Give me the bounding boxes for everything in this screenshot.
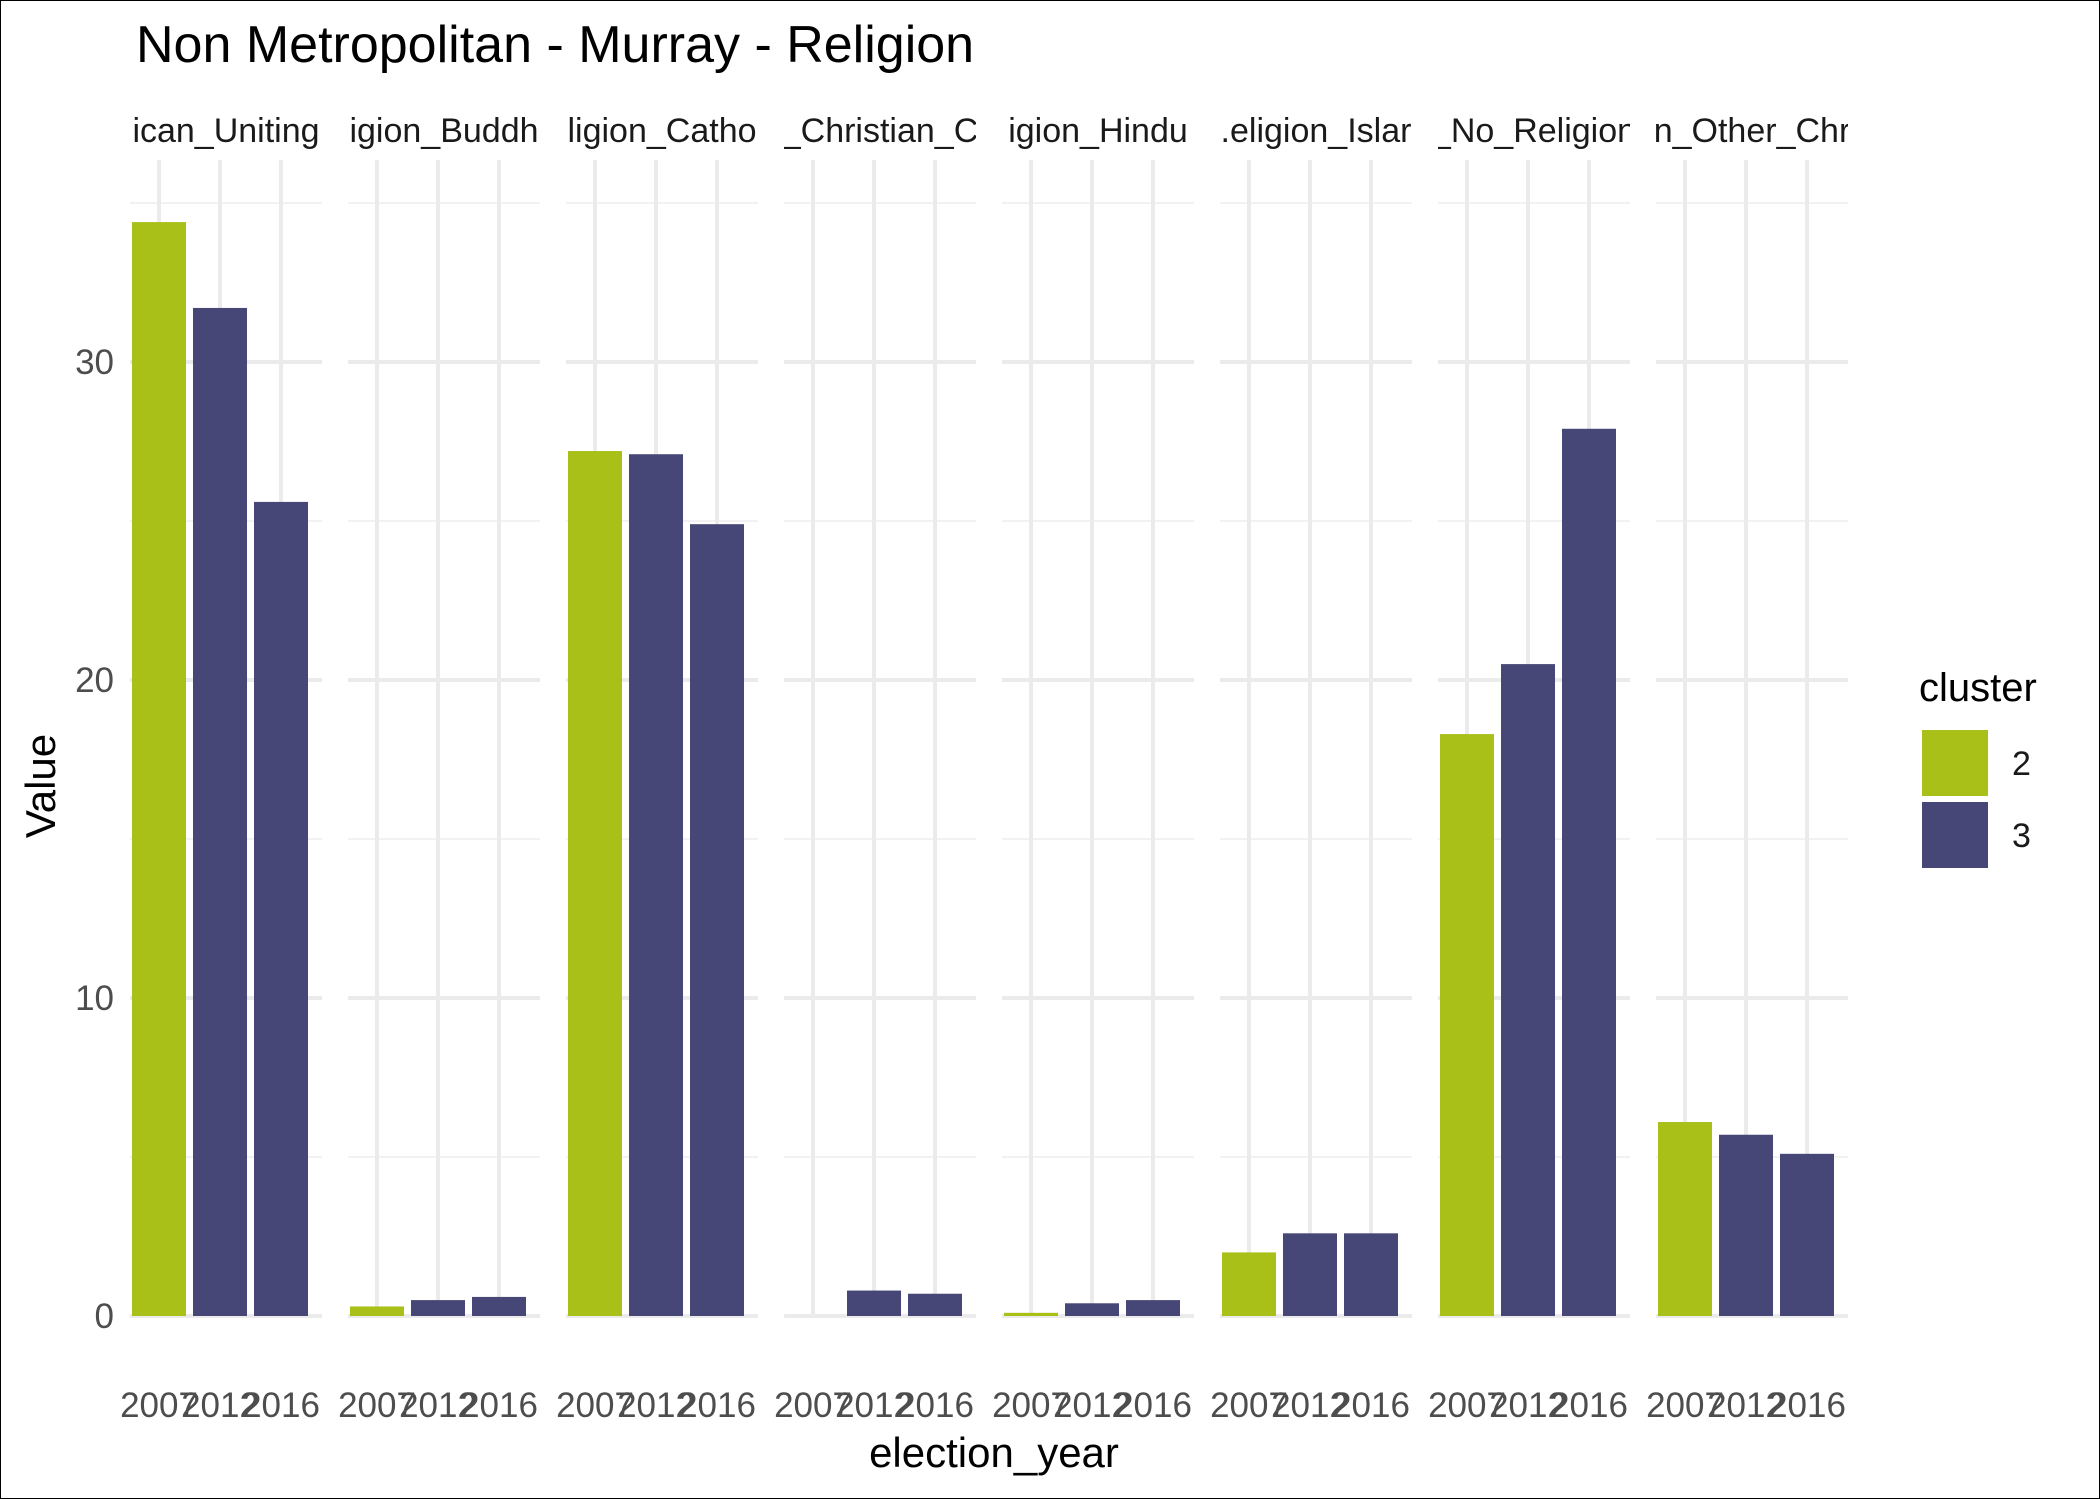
- y-tick-label: 20: [75, 661, 114, 700]
- x-tick-label: 2016: [1114, 1386, 1192, 1425]
- facet-strip-label: n_Other_Chr: [1654, 112, 1851, 150]
- y-axis: 0 10 20 30: [75, 343, 114, 1336]
- legend-label: 2: [2012, 745, 2031, 783]
- x-axis-title: election_year: [869, 1429, 1119, 1476]
- x-tick-label: 2007: [774, 1386, 852, 1425]
- x-tick-label: 2016: [1332, 1386, 1410, 1425]
- facet-strip-label: igion_Hindu: [1008, 112, 1188, 150]
- y-axis-title: Value: [17, 734, 64, 838]
- x-tick-label: 2012: [835, 1386, 913, 1425]
- facet-strip-label: ican_Uniting: [132, 112, 319, 150]
- legend-title: cluster: [1919, 666, 2037, 710]
- bar: [1658, 1122, 1712, 1316]
- x-tick-label: 2007: [556, 1386, 634, 1425]
- y-tick-label: 0: [95, 1297, 114, 1336]
- bar: [1344, 1233, 1398, 1316]
- bar: [472, 1296, 526, 1316]
- chart-title: Non Metropolitan - Murray - Religion: [136, 16, 974, 74]
- bar: [568, 451, 622, 1316]
- facet-strip-label: _No_Religion: [1431, 112, 1636, 150]
- x-tick-label: 2016: [460, 1386, 538, 1425]
- bar: [1065, 1303, 1119, 1316]
- bar: [1283, 1233, 1337, 1316]
- x-tick-label: 2016: [678, 1386, 756, 1425]
- bar: [629, 454, 683, 1317]
- legend: cluster 2 3: [1919, 666, 2037, 868]
- x-tick-label: 2007: [1210, 1386, 1288, 1425]
- bar: [1719, 1134, 1773, 1316]
- legend-label: 3: [2012, 817, 2031, 855]
- x-tick-label: 2012: [181, 1386, 259, 1425]
- legend-key: [1922, 802, 1988, 868]
- y-tick-label: 10: [75, 979, 114, 1018]
- x-tick-label: 2012: [399, 1386, 477, 1425]
- bar: [847, 1290, 901, 1316]
- facet-panels: ican_Uniting200720122016igion_Buddh20072…: [120, 112, 1851, 1425]
- bar: [1562, 428, 1616, 1316]
- x-tick-label: 2012: [1707, 1386, 1785, 1425]
- bar: [193, 307, 247, 1316]
- bar: [1222, 1252, 1276, 1316]
- x-tick-label: 2012: [1053, 1386, 1131, 1425]
- facet-strip-label: ligion_Catho: [567, 112, 756, 150]
- bar: [132, 222, 186, 1317]
- x-tick-label: 2007: [120, 1386, 198, 1425]
- bar: [1780, 1153, 1834, 1316]
- x-tick-label: 2012: [617, 1386, 695, 1425]
- bar: [908, 1293, 962, 1316]
- bar: [1440, 734, 1494, 1316]
- x-tick-label: 2012: [1489, 1386, 1567, 1425]
- facet-strip-label: _Christian_C: [781, 112, 979, 150]
- x-tick-label: 2007: [992, 1386, 1070, 1425]
- x-tick-label: 2007: [1646, 1386, 1724, 1425]
- y-tick-label: 30: [75, 343, 114, 382]
- bar: [350, 1306, 404, 1316]
- facet-strip-label: igion_Buddh: [349, 112, 538, 150]
- bar: [1501, 664, 1555, 1316]
- bar: [1004, 1312, 1058, 1316]
- bar: [690, 524, 744, 1316]
- legend-key: [1922, 730, 1988, 796]
- bar: [254, 501, 308, 1316]
- x-tick-label: 2016: [242, 1386, 320, 1425]
- x-tick-label: 2007: [338, 1386, 416, 1425]
- x-tick-label: 2012: [1271, 1386, 1349, 1425]
- x-tick-label: 2016: [1550, 1386, 1628, 1425]
- bar: [411, 1300, 465, 1316]
- facet-strip-label: .eligion_Islar: [1221, 112, 1412, 150]
- x-tick-label: 2007: [1428, 1386, 1506, 1425]
- x-tick-label: 2016: [1768, 1386, 1846, 1425]
- bar: [1126, 1300, 1180, 1316]
- x-tick-label: 2016: [896, 1386, 974, 1425]
